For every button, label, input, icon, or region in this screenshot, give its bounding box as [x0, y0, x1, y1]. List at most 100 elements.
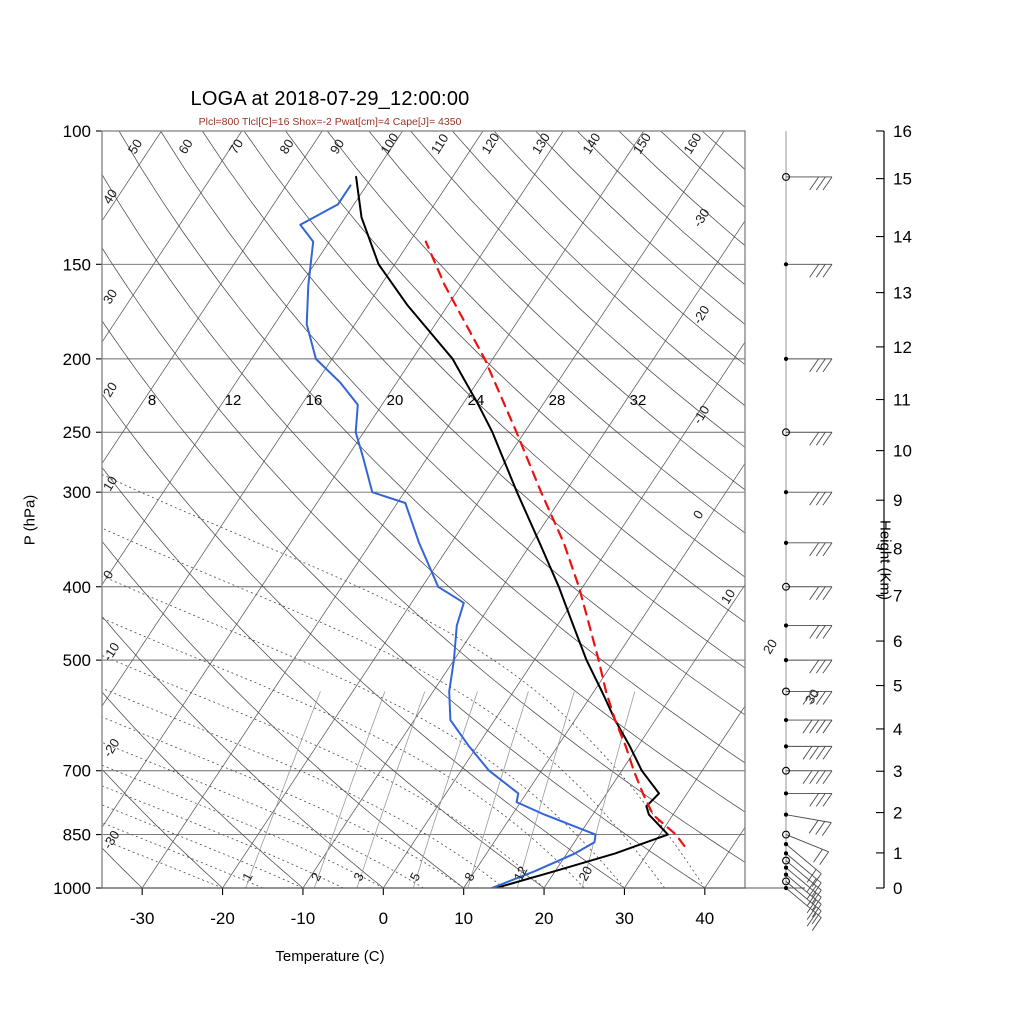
isotherm-line — [222, 131, 725, 888]
dry-adiabat-line — [160, 131, 745, 716]
barb-flag — [822, 358, 833, 373]
p-tick-label: 500 — [63, 651, 91, 670]
dry-adiabat-line — [327, 131, 745, 534]
dry-adiabat-left-label: 30 — [100, 286, 120, 306]
barb-flag — [811, 873, 822, 887]
theta-label: 8 — [148, 392, 156, 409]
dry-adiabat-left-label: 40 — [100, 186, 120, 206]
height-tick-label: 1 — [893, 844, 902, 863]
mixing-ratio-line — [412, 691, 478, 888]
barb-flag — [809, 793, 820, 807]
barb-flag — [815, 719, 826, 734]
barb-shaft — [785, 834, 829, 853]
barb-flag — [806, 906, 817, 920]
barb-flag — [822, 542, 833, 557]
barb-flag — [809, 491, 820, 506]
theta-label: 16 — [306, 392, 323, 409]
dry-adiabat-left-label: -20 — [100, 736, 123, 760]
wind-level-dot — [783, 865, 789, 870]
height-tick-label: 6 — [893, 632, 902, 651]
barb-flag — [815, 358, 826, 373]
dry-adiabat-line — [102, 247, 745, 863]
moist-adiabat-line — [102, 785, 344, 888]
dry-adiabat-line — [201, 131, 745, 669]
dry-adiabat-line — [102, 691, 304, 888]
wind-barb — [786, 263, 833, 278]
height-tick-label: 16 — [893, 122, 912, 141]
isotherm-line — [302, 220, 745, 888]
page-title: LOGA at 2018-07-29_12:00:00 — [190, 88, 470, 110]
barb-flag — [815, 793, 826, 807]
barb-flag — [821, 822, 832, 836]
theta-label: 12 — [225, 392, 242, 409]
barb-flag — [822, 793, 833, 807]
wind-level-dot — [783, 490, 789, 495]
wind-level-dot — [783, 851, 789, 856]
dry-adiabat-top-label: 120 — [478, 130, 502, 156]
mixing-ratio-label: 8 — [461, 870, 478, 883]
x-tick-label: 40 — [695, 909, 714, 928]
height-tick-label: 8 — [893, 539, 902, 558]
barb-flag — [822, 586, 833, 601]
isotherm-right-label: 20 — [760, 636, 780, 656]
barb-shaft — [785, 860, 822, 891]
barb-flag — [811, 896, 822, 911]
dry-adiabat-line — [285, 131, 745, 578]
barb-flag — [806, 913, 817, 927]
barb-flag — [822, 264, 833, 278]
barb-flag — [802, 719, 813, 734]
height-tick-label: 10 — [893, 442, 912, 461]
p-tick-label: 200 — [63, 350, 91, 369]
isotherm-line — [102, 131, 403, 586]
wind-barb — [785, 843, 822, 887]
height-tick-label: 4 — [893, 720, 902, 739]
height-tick-label: 5 — [893, 677, 902, 696]
wind-level-ring — [782, 877, 790, 886]
barb-flag — [815, 659, 826, 674]
isotherm-line — [382, 341, 745, 888]
dry-adiabat-line — [410, 131, 745, 448]
wind-level-ring — [782, 687, 790, 696]
mixing-ratio-label: 2 — [308, 870, 325, 883]
wind-level-dot — [783, 872, 789, 877]
isotherm-right-label: -20 — [690, 303, 713, 327]
dry-adiabat-top-label: 50 — [125, 136, 145, 156]
wind-level-ring — [782, 856, 790, 865]
dry-adiabat-top-label: 80 — [276, 136, 296, 156]
theta-label: 20 — [387, 392, 404, 409]
dry-adiabat-line — [368, 131, 745, 491]
barb-flag — [815, 264, 826, 278]
sounding-indices-subtitle: Plcl=800 Tlcl[C]=16 Shox=-2 Pwat[cm]=4 C… — [198, 116, 462, 128]
barb-flag — [815, 821, 826, 835]
dry-adiabat-top-label: 140 — [579, 130, 603, 156]
dry-adiabat-top-label: 90 — [327, 136, 347, 156]
x-tick-label: 10 — [454, 909, 473, 928]
wind-level-dot — [783, 262, 789, 267]
dry-adiabat-top-label: 70 — [226, 136, 246, 156]
barb-flag — [802, 770, 813, 784]
moist-adiabat-line — [102, 575, 625, 888]
wind-barb — [785, 887, 822, 931]
height-tick-label: 14 — [893, 228, 912, 247]
isotherm-line — [624, 705, 745, 888]
barb-flag — [815, 491, 826, 506]
p-tick-label: 400 — [63, 578, 91, 597]
dry-adiabat-line — [535, 131, 745, 325]
isotherm-line — [543, 584, 745, 888]
wind-level-dot — [783, 623, 789, 628]
wind-barb — [786, 176, 833, 191]
barb-flag — [815, 691, 826, 705]
barb-flag — [822, 746, 833, 760]
dry-adiabat-left-label: 20 — [100, 379, 120, 399]
wind-barb — [785, 867, 822, 911]
dry-adiabat-line — [701, 131, 745, 170]
p-tick-label: 1000 — [53, 879, 91, 898]
barb-flag — [809, 719, 820, 734]
barb-flag — [809, 659, 820, 674]
x-tick-label: 30 — [615, 909, 634, 928]
x-tick-label: -10 — [291, 909, 316, 928]
barb-flag — [806, 869, 817, 883]
height-tick-label: 11 — [893, 391, 911, 410]
parcel-path-curve — [424, 240, 686, 848]
